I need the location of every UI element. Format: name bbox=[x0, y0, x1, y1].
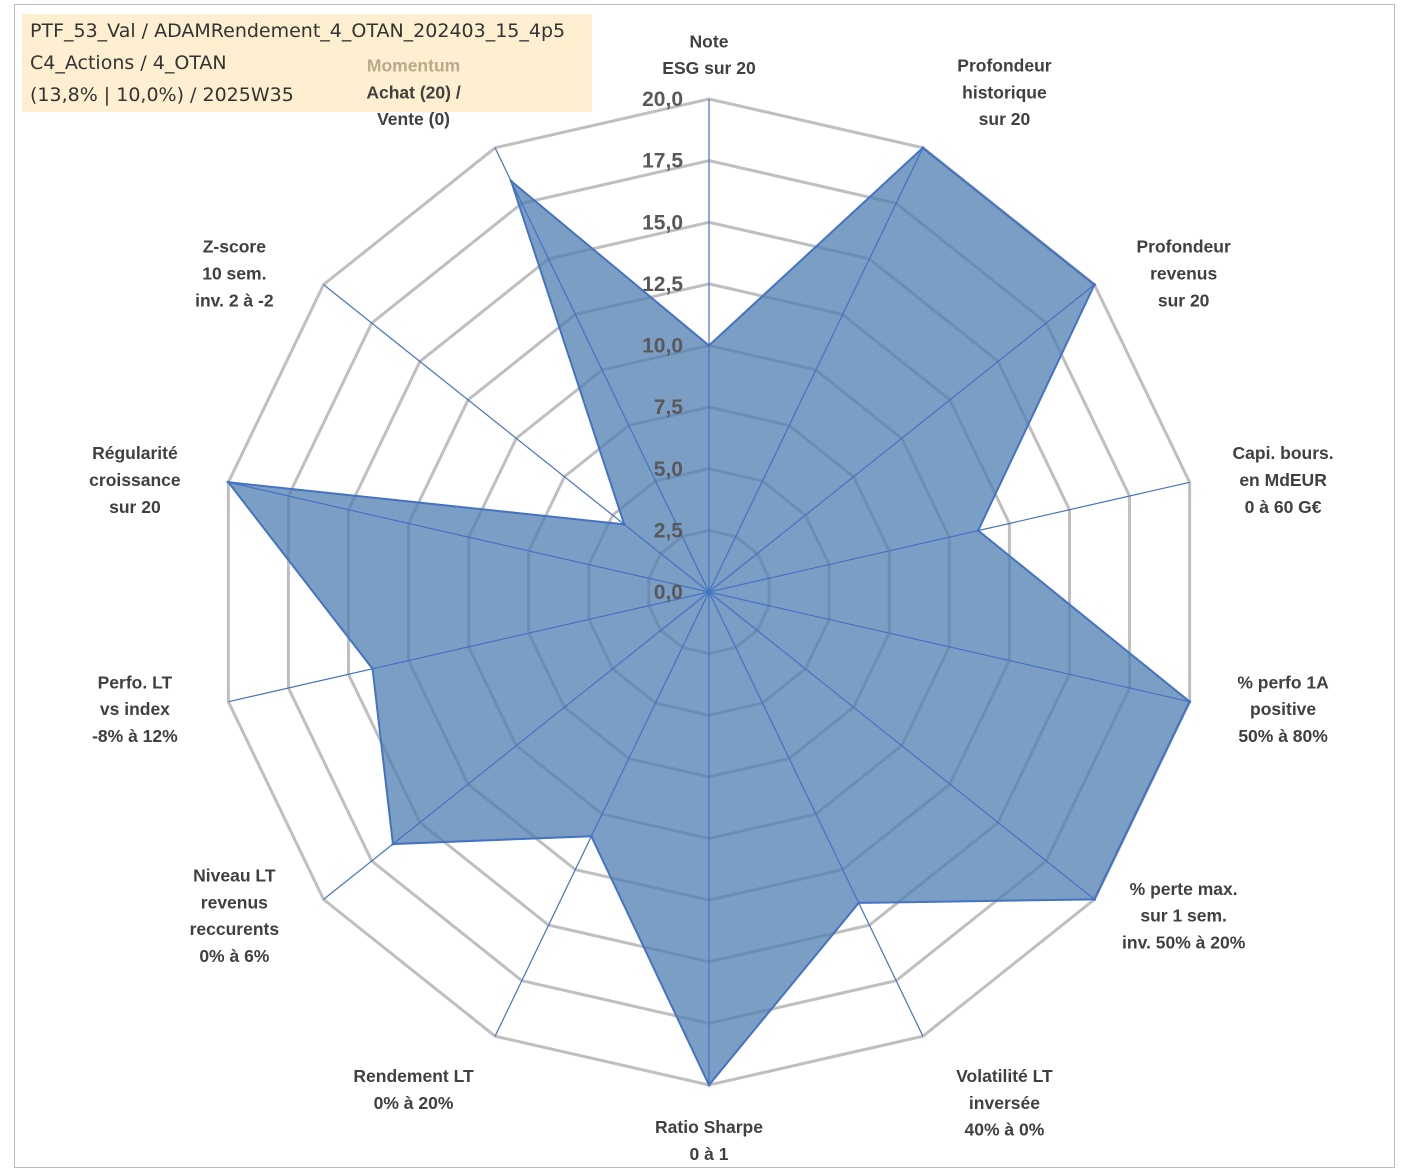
axis-label-line: sur 20 bbox=[979, 109, 1031, 129]
tick-label-1: 2,5 bbox=[654, 519, 684, 542]
axis-label-line: Profondeur bbox=[957, 56, 1051, 76]
tick-label-2: 5,0 bbox=[654, 458, 683, 481]
axis-label-8: Rendement LT 0% à 20% bbox=[353, 1066, 474, 1113]
axis-label-2: Profondeur revenus sur 20 bbox=[1136, 237, 1230, 311]
axis-label-line: Rendement LT bbox=[353, 1066, 474, 1086]
axis-label-line: % perte max. bbox=[1130, 879, 1238, 899]
axis-label-4: % perfo 1A positive 50% à 80% bbox=[1237, 672, 1329, 746]
axis-label-line: 50% à 80% bbox=[1238, 726, 1328, 746]
header-line-stats: (13,8% | 10,0%) / 2025W35 bbox=[30, 84, 294, 106]
axis-label-line: en MdEUR bbox=[1239, 470, 1327, 490]
tick-label-5: 12,5 bbox=[642, 273, 683, 296]
axis-label-line: sur 20 bbox=[1158, 290, 1210, 310]
axis-label-line: -8% à 12% bbox=[92, 726, 178, 746]
axis-label-line: ESG sur 20 bbox=[662, 58, 756, 78]
axis-label-6: Volatilité LT inversée 40% à 0% bbox=[956, 1066, 1053, 1140]
axis-label-0: Note ESG sur 20 bbox=[662, 31, 756, 78]
chart-frame bbox=[14, 4, 1395, 1168]
radar-tick-labels: 0,0 2,5 5,0 7,5 10,0 12,5 15,0 17,5 20,0 bbox=[642, 88, 683, 604]
momentum-label: Momentum bbox=[367, 56, 460, 76]
axis-label-7: Ratio Sharpe 0 à 1 bbox=[655, 1117, 763, 1164]
axis-spoke-9 bbox=[323, 591, 710, 900]
axis-label-line: 0 à 60 G€ bbox=[1245, 497, 1322, 517]
axis-label-line: inv. 2 à -2 bbox=[195, 290, 274, 310]
axis-spoke-5 bbox=[708, 591, 1095, 900]
chart-header-box: PTF_53_Val / ADAMRendement_4_OTAN_202403… bbox=[22, 14, 592, 112]
header-line-portfolio: PTF_53_Val / ADAMRendement_4_OTAN_202403… bbox=[30, 20, 566, 42]
axis-label-line: 0% à 20% bbox=[374, 1093, 454, 1113]
axis-spoke-4 bbox=[708, 591, 1190, 703]
axis-label-5: % perte max. sur 1 sem. inv. 50% à 20% bbox=[1122, 879, 1246, 953]
axis-label-13: Momentum Achat (20) / Vente (0) bbox=[366, 56, 460, 130]
axis-label-line: % perfo 1A bbox=[1237, 672, 1329, 692]
axis-label-line: Régularité bbox=[92, 443, 178, 463]
axis-label-line: 0 à 1 bbox=[690, 1144, 729, 1164]
axis-spoke-3 bbox=[708, 481, 1190, 593]
axis-spoke-6 bbox=[708, 591, 924, 1037]
tick-label-0: 0,0 bbox=[654, 581, 683, 604]
axis-spoke-8 bbox=[494, 591, 710, 1037]
axis-label-line: croissance bbox=[89, 470, 181, 490]
tick-label-8: 20,0 bbox=[642, 88, 683, 111]
axis-spoke-12 bbox=[323, 284, 710, 593]
tick-label-3: 7,5 bbox=[654, 396, 684, 419]
radar-axis-labels: Note ESG sur 20 Profondeur historique sur 20… bbox=[89, 31, 1333, 1163]
axis-label-line: Vente (0) bbox=[377, 109, 450, 129]
axis-label-3: Capi. bours. en MdEUR 0 à 60 G€ bbox=[1233, 443, 1334, 517]
axis-spoke-1 bbox=[708, 147, 924, 593]
axis-label-line: Capi. bours. bbox=[1233, 443, 1334, 463]
axis-spoke-11 bbox=[228, 481, 710, 593]
tick-label-6: 15,0 bbox=[642, 211, 683, 234]
tick-label-7: 17,5 bbox=[642, 150, 683, 173]
axis-label-line: Note bbox=[690, 31, 729, 51]
axis-label-line: Z-score bbox=[203, 237, 266, 257]
axis-label-line: revenus bbox=[1150, 264, 1217, 284]
axis-label-line: 10 sem. bbox=[202, 264, 266, 284]
axis-label-line: Niveau LT bbox=[193, 865, 276, 885]
axis-spoke-13 bbox=[494, 147, 710, 593]
axis-label-10: Perfo. LT vs index -8% à 12% bbox=[92, 672, 178, 746]
axis-spoke-2 bbox=[708, 284, 1095, 593]
axis-label-line: 0% à 6% bbox=[199, 946, 269, 966]
axis-label-line: historique bbox=[962, 82, 1047, 102]
tick-label-4: 10,0 bbox=[642, 335, 683, 358]
axis-label-line: reccurents bbox=[190, 919, 280, 939]
axis-label-line: Achat (20) / bbox=[366, 82, 460, 102]
axis-label-9: Niveau LT revenus reccurents 0% à 6% bbox=[190, 865, 280, 965]
axis-label-line: positive bbox=[1250, 699, 1316, 719]
header-line-category: C4_Actions / 4_OTAN bbox=[30, 52, 227, 74]
axis-label-line: Ratio Sharpe bbox=[655, 1117, 763, 1137]
axis-label-line: Volatilité LT bbox=[956, 1066, 1053, 1086]
axis-label-line: inv. 50% à 20% bbox=[1122, 932, 1246, 952]
axis-label-line: Perfo. LT bbox=[98, 672, 173, 692]
axis-label-line: revenus bbox=[201, 892, 268, 912]
axis-label-11: Régularité croissance sur 20 bbox=[89, 443, 181, 517]
axis-label-line: sur 20 bbox=[109, 497, 161, 517]
axis-label-line: Profondeur bbox=[1136, 237, 1230, 257]
axis-label-line: sur 1 sem. bbox=[1140, 906, 1227, 926]
axis-label-line: vs index bbox=[100, 699, 170, 719]
axis-label-line: 40% à 0% bbox=[965, 1120, 1045, 1140]
axis-label-12: Z-score 10 sem. inv. 2 à -2 bbox=[195, 237, 274, 311]
axis-label-1: Profondeur historique sur 20 bbox=[957, 56, 1051, 130]
radar-axes bbox=[228, 99, 1190, 1085]
axis-spoke-10 bbox=[228, 591, 710, 703]
axis-label-line: inversée bbox=[969, 1093, 1040, 1113]
